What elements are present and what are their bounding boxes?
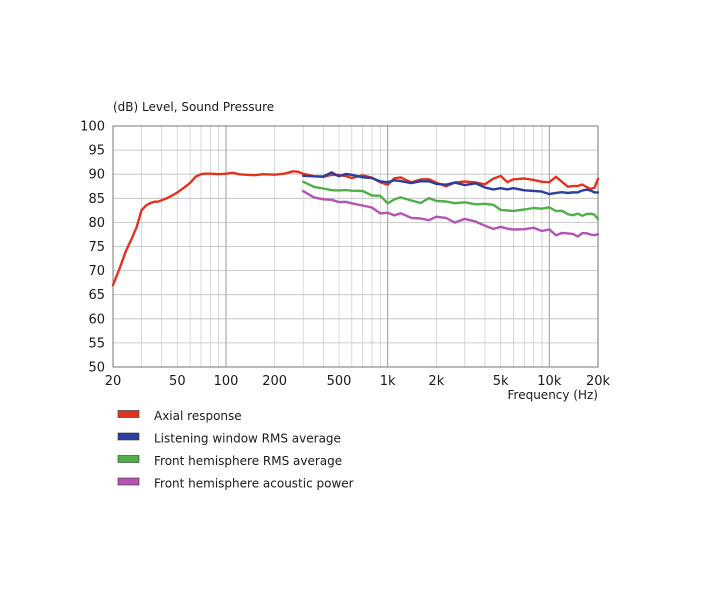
y-tick-label: 50 <box>88 361 105 376</box>
legend-label: Axial response <box>154 409 242 423</box>
x-axis-ticks: 20 50 100 200 500 1k 2k 5k 10k 20k <box>105 374 611 389</box>
plot-frame <box>112 125 599 368</box>
y-tick-label: 70 <box>88 264 105 279</box>
x-tick-label: 10k <box>537 374 562 389</box>
x-axis-label: Frequency (Hz) <box>508 388 599 402</box>
x-tick-label: 1k <box>380 374 396 389</box>
x-tick-label: 200 <box>262 374 287 389</box>
series-line <box>301 189 600 238</box>
y-tick-label: 90 <box>88 168 105 183</box>
legend: Axial response Listening window RMS avera… <box>117 409 354 491</box>
series-line <box>301 180 600 221</box>
legend-swatch <box>117 410 140 418</box>
y-tick-label: 95 <box>88 144 105 159</box>
legend-swatch <box>117 477 140 486</box>
y-tick-label: 55 <box>88 336 105 351</box>
legend-swatch <box>117 432 140 441</box>
y-tick-label: 65 <box>88 288 105 303</box>
y-tick-label: 85 <box>88 192 105 207</box>
y-axis-ticks: 50 55 60 65 70 75 80 85 90 95 100 <box>80 120 105 376</box>
x-tick-label: 20k <box>586 374 611 389</box>
legend-swatch <box>117 455 140 463</box>
x-tick-label: 500 <box>327 374 352 389</box>
y-tick-label: 60 <box>88 312 105 327</box>
grid-lines <box>113 126 598 367</box>
series-lines <box>111 170 600 287</box>
x-tick-label: 50 <box>169 374 186 389</box>
y-tick-label: 100 <box>80 120 105 135</box>
series-line <box>301 171 600 196</box>
x-tick-label: 2k <box>428 374 444 389</box>
x-tick-label: 5k <box>493 374 509 389</box>
y-tick-label: 80 <box>88 216 105 231</box>
series-line <box>111 170 600 287</box>
legend-label: Listening window RMS average <box>154 432 341 446</box>
x-tick-label: 20 <box>105 374 122 389</box>
legend-label: Front hemisphere acoustic power <box>154 477 354 491</box>
legend-label: Front hemisphere RMS average <box>154 454 342 468</box>
y-tick-label: 75 <box>88 240 105 255</box>
x-tick-label: 100 <box>214 374 239 389</box>
chart-title: (dB) Level, Sound Pressure <box>113 100 274 114</box>
